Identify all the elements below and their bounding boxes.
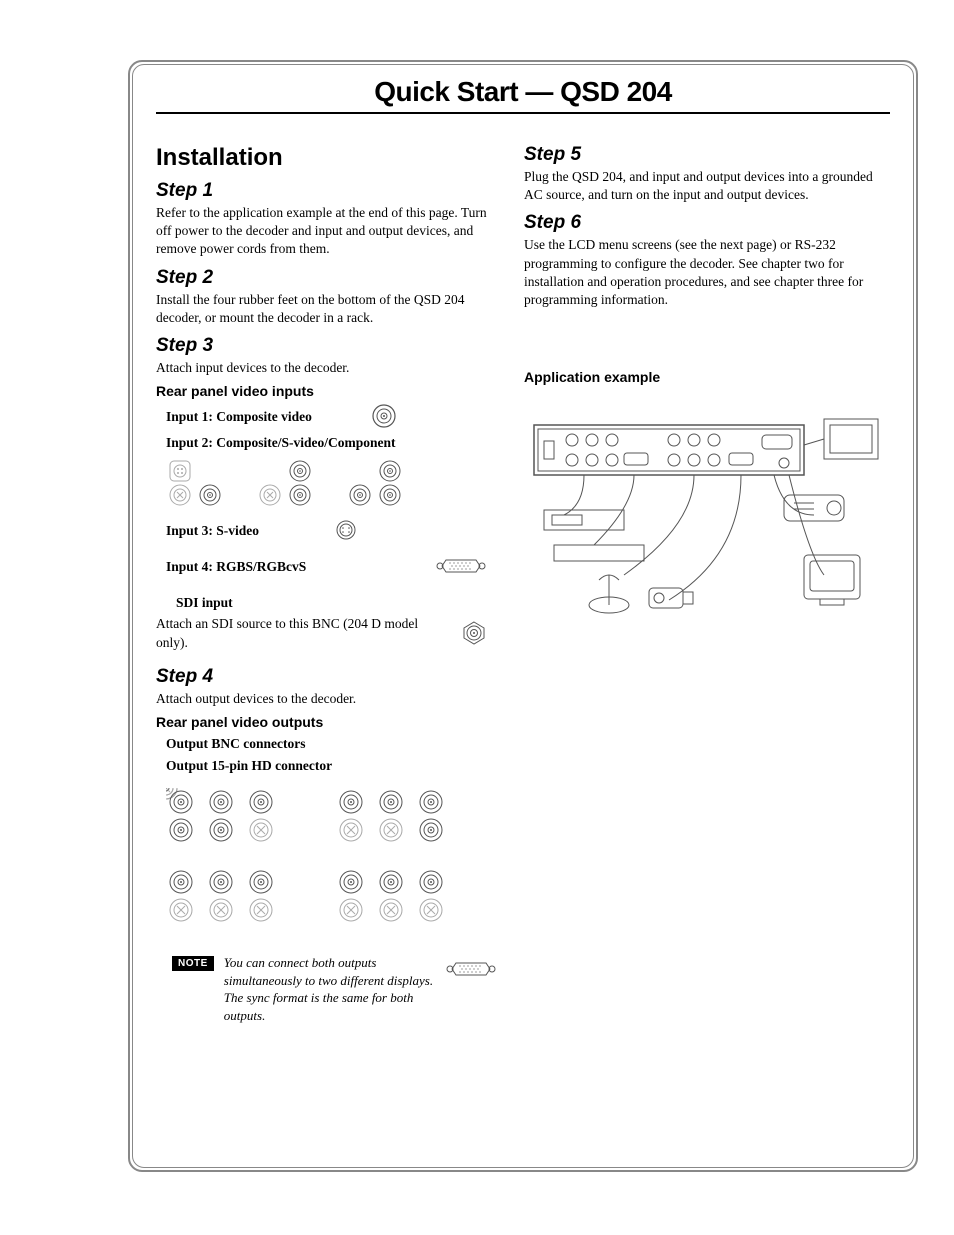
svideo-bnc-pair-icon (256, 459, 316, 507)
bnc-connector-icon (462, 621, 486, 645)
step-3-body: Attach input devices to the decoder. (156, 359, 496, 377)
step-1-body: Refer to the application example at the … (156, 204, 496, 259)
content-area: Quick Start — QSD 204 Installation Step … (156, 76, 890, 1024)
note-row: NOTE You can connect both outputs simult… (156, 954, 496, 1024)
sdi-body: Attach an SDI source to this BNC (204 D … (156, 615, 452, 651)
installation-heading: Installation (156, 144, 496, 172)
two-column-layout: Installation Step 1 Refer to the applica… (156, 144, 890, 1024)
note-text: You can connect both outputs simultaneou… (224, 954, 436, 1024)
step-5-heading: Step 5 (524, 144, 890, 166)
input-3-row: Input 3: S-video (156, 517, 496, 543)
step-3-heading: Step 3 (156, 335, 496, 357)
vga-connector-icon (436, 557, 486, 575)
step-1-heading: Step 1 (156, 180, 496, 202)
input-3-label: Input 3: S-video (166, 523, 259, 539)
rear-inputs-heading: Rear panel video inputs (156, 383, 496, 399)
input-1-row: Input 1: Composite video (156, 403, 496, 429)
step-6-heading: Step 6 (524, 212, 890, 234)
bnc-block-icon (336, 868, 446, 924)
output-bnc-grid (166, 788, 496, 924)
page: Quick Start — QSD 204 Installation Step … (128, 60, 918, 1172)
sdi-row: Attach an SDI source to this BNC (204 D … (156, 615, 496, 657)
svideo-bnc-pair-icon (166, 459, 226, 507)
input-2-connectors (166, 459, 496, 507)
bnc-block-icon (166, 788, 276, 844)
step-4-body: Attach output devices to the decoder. (156, 690, 496, 708)
output-bnc-label: Output BNC connectors (156, 736, 496, 752)
step-2-body: Install the four rubber feet on the bott… (156, 291, 496, 327)
left-column: Installation Step 1 Refer to the applica… (156, 144, 496, 1024)
vga-connector-icon (446, 960, 496, 978)
bnc-connector-icon (372, 404, 396, 428)
input-1-label: Input 1: Composite video (166, 409, 312, 425)
bnc-triple-icon (346, 459, 406, 507)
input-4-label: Input 4: RGBS/RGBcvS (166, 559, 306, 575)
step-4-heading: Step 4 (156, 666, 496, 688)
bnc-block-icon (166, 868, 276, 924)
input-4-row: Input 4: RGBS/RGBcvS (156, 553, 496, 579)
rear-outputs-heading: Rear panel video outputs (156, 714, 496, 730)
output-vga-label: Output 15-pin HD connector (156, 758, 496, 774)
bnc-block-icon (336, 788, 446, 844)
right-column: Step 5 Plug the QSD 204, and input and o… (524, 144, 890, 1024)
sdi-input-heading: SDI input (156, 595, 496, 611)
svideo-connector-icon (336, 520, 356, 540)
step-5-body: Plug the QSD 204, and input and output d… (524, 168, 890, 204)
input-2-label: Input 2: Composite/S-video/Component (156, 435, 496, 451)
note-badge: NOTE (172, 956, 214, 971)
step-6-body: Use the LCD menu screens (see the next p… (524, 236, 890, 309)
app-example-heading: Application example (524, 369, 890, 385)
application-diagram-icon (524, 415, 884, 655)
document-title: Quick Start — QSD 204 (156, 76, 890, 114)
step-2-heading: Step 2 (156, 267, 496, 289)
